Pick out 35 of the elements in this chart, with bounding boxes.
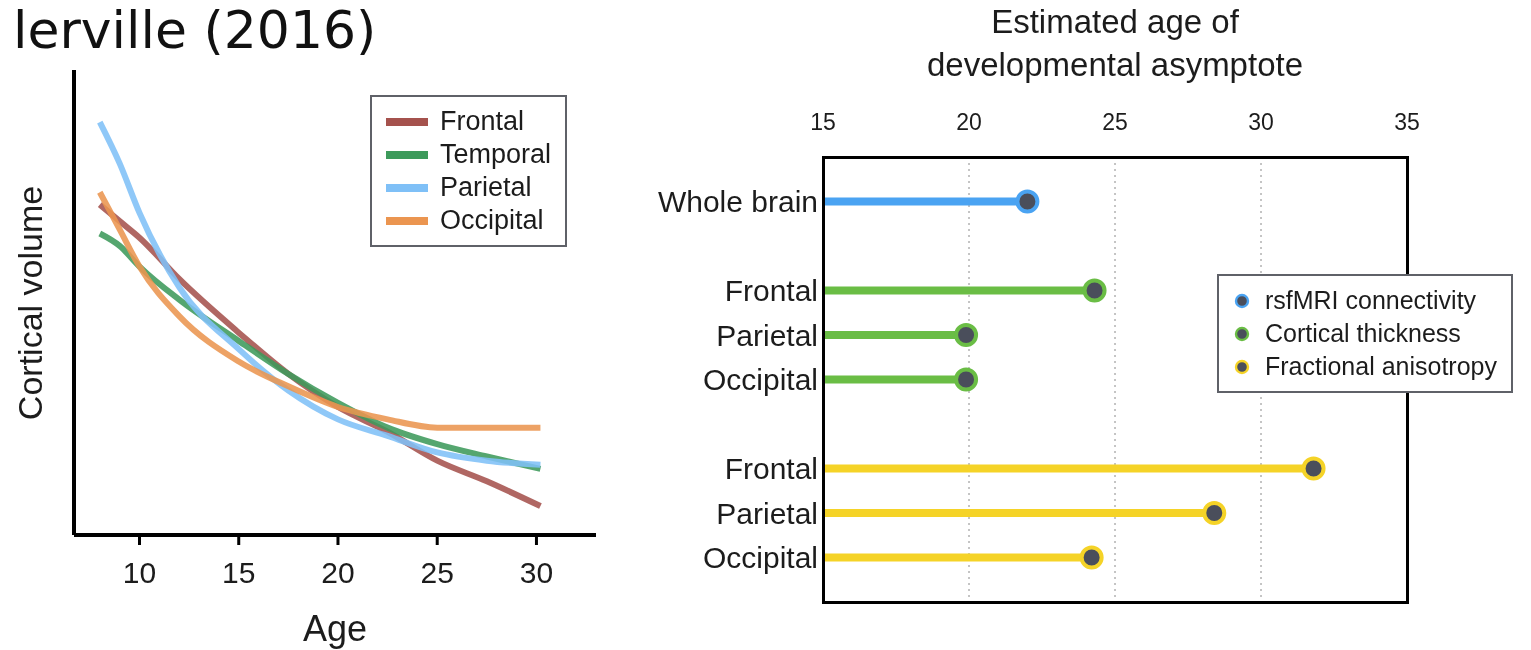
point	[1301, 456, 1326, 481]
point	[1082, 278, 1107, 303]
legend-label: Temporal	[439, 139, 551, 170]
y-tick-label: Frontal	[724, 274, 818, 308]
y-tick-label: Parietal	[716, 318, 818, 352]
x-tick-label: 30	[1248, 109, 1274, 135]
legend-label: Fractional anisotropy	[1264, 352, 1497, 381]
x-tick-label: 15	[222, 556, 256, 590]
x-tick-label: 10	[122, 556, 157, 590]
y-tick-label: Whole brain	[657, 185, 818, 219]
x-tick-label: 30	[519, 556, 554, 590]
x-tick-label: 25	[1102, 109, 1128, 135]
y-tick-label: Occipital	[702, 363, 818, 397]
x-tick-label: 20	[321, 556, 355, 590]
legend-label: Frontal	[439, 106, 524, 137]
point	[954, 367, 979, 392]
x-tick-label: 15	[810, 109, 836, 135]
legend-label: Parietal	[439, 172, 532, 203]
point	[1202, 501, 1227, 525]
x-axis-title: Age	[302, 608, 368, 649]
point	[1015, 189, 1040, 214]
y-axis-title: Cortical volume	[11, 185, 49, 420]
point	[954, 323, 979, 347]
legend-label: Cortical thickness	[1264, 319, 1461, 348]
x-tick-label: 20	[956, 109, 982, 135]
legend-label: rsfMRI connectivity	[1264, 286, 1477, 315]
point	[1079, 545, 1104, 570]
y-tick-label: Frontal	[724, 452, 818, 486]
x-tick-label: 35	[1394, 109, 1420, 135]
y-tick-label: Parietal	[716, 496, 818, 530]
legend-label: Occipital	[439, 205, 544, 236]
y-tick-label: Occipital	[702, 541, 818, 575]
x-tick-label: 25	[420, 556, 454, 590]
x-axis-title: Estimated age of developmental asymptote	[925, 2, 1305, 85]
chart-title: lerville (2016)	[13, 0, 377, 60]
